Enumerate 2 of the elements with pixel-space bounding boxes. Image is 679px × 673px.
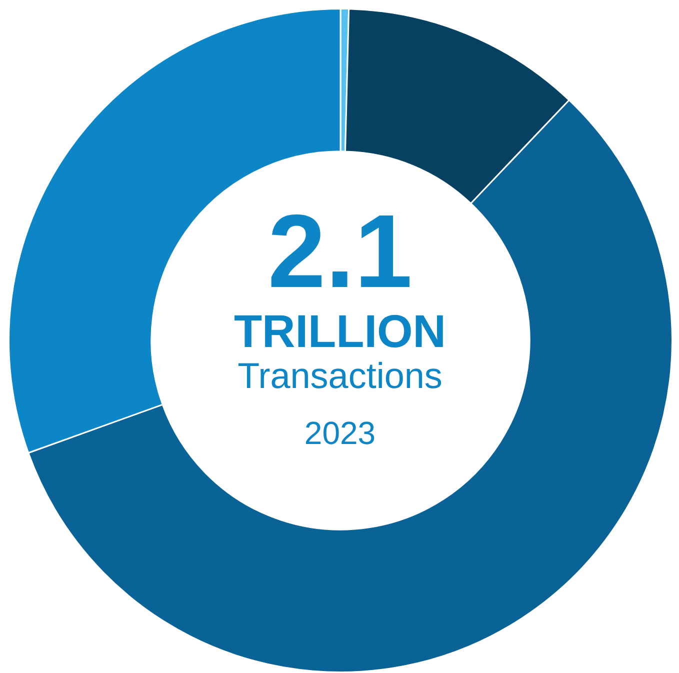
text: 2023	[303, 414, 377, 453]
text: Transactions	[236, 355, 444, 396]
